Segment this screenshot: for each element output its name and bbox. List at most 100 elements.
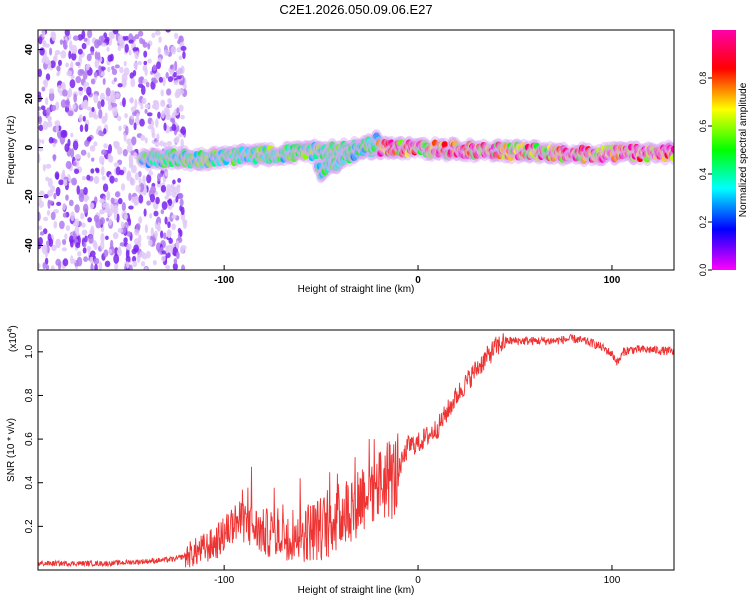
noise-mark bbox=[50, 60, 56, 69]
noise-mark bbox=[99, 209, 104, 215]
noise-mark bbox=[47, 177, 53, 188]
noise-mark bbox=[111, 209, 118, 214]
noise-mark bbox=[66, 70, 73, 77]
noise-mark bbox=[105, 36, 110, 43]
noise-mark bbox=[175, 136, 180, 143]
spectrogram-frame bbox=[37, 29, 675, 271]
noise-mark bbox=[113, 253, 120, 264]
noise-mark bbox=[159, 230, 164, 239]
noise-mark bbox=[78, 86, 84, 91]
noise-mark bbox=[107, 152, 112, 162]
noise-mark bbox=[62, 89, 68, 97]
noise-mark bbox=[144, 266, 148, 270]
noise-mark bbox=[59, 39, 64, 45]
noise-mark bbox=[150, 120, 155, 127]
noise-mark bbox=[118, 169, 125, 176]
noise-mark bbox=[87, 30, 93, 39]
noise-mark bbox=[114, 191, 120, 198]
noise-mark bbox=[180, 126, 186, 136]
noise-mark bbox=[177, 192, 184, 200]
noise-mark bbox=[98, 108, 103, 119]
noise-mark bbox=[103, 128, 107, 135]
noise-mark bbox=[178, 55, 183, 61]
noise-mark bbox=[50, 265, 55, 270]
x-tick-label: -100 bbox=[214, 275, 234, 286]
noise-mark bbox=[69, 79, 76, 89]
noise-mark bbox=[138, 177, 142, 185]
noise-mark bbox=[67, 110, 74, 117]
noise-mark bbox=[125, 125, 129, 136]
noise-mark bbox=[86, 174, 91, 181]
noise-mark bbox=[130, 115, 135, 120]
noise-mark bbox=[125, 255, 131, 263]
noise-mark bbox=[108, 31, 115, 38]
noise-mark bbox=[53, 192, 57, 200]
noise-mark bbox=[156, 173, 161, 182]
y-tick-label: 20 bbox=[24, 93, 35, 105]
noise-mark bbox=[147, 124, 154, 130]
noise-mark bbox=[74, 226, 80, 235]
noise-mark bbox=[164, 49, 170, 57]
snr-series-line bbox=[38, 333, 674, 568]
signal-mark bbox=[628, 143, 635, 151]
noise-mark bbox=[175, 240, 180, 249]
noise-mark bbox=[93, 214, 100, 223]
noise-mark bbox=[111, 68, 118, 76]
noise-mark bbox=[178, 80, 185, 86]
noise-mark bbox=[143, 208, 147, 217]
noise-mark bbox=[98, 155, 105, 165]
noise-mark bbox=[38, 153, 41, 163]
noise-mark bbox=[154, 230, 158, 239]
noise-mark bbox=[40, 105, 46, 111]
noise-mark bbox=[70, 132, 74, 138]
noise-mark bbox=[142, 41, 148, 48]
noise-mark bbox=[45, 163, 52, 169]
noise-mark bbox=[160, 101, 166, 108]
noise-mark bbox=[45, 107, 51, 116]
noise-mark bbox=[102, 183, 109, 192]
noise-mark bbox=[75, 242, 81, 249]
noise-mark bbox=[44, 56, 50, 65]
noise-mark bbox=[70, 211, 75, 222]
noise-mark bbox=[131, 136, 137, 146]
noise-mark bbox=[123, 60, 127, 67]
noise-mark bbox=[43, 194, 49, 199]
noise-mark bbox=[105, 95, 110, 101]
noise-mark bbox=[153, 79, 158, 84]
noise-mark bbox=[71, 177, 77, 186]
noise-mark bbox=[57, 59, 62, 67]
noise-mark bbox=[164, 195, 169, 200]
noise-mark bbox=[137, 83, 144, 88]
noise-mark bbox=[116, 213, 120, 223]
noise-mark bbox=[172, 262, 178, 270]
noise-mark bbox=[106, 217, 110, 222]
noise-mark bbox=[132, 260, 138, 268]
noise-mark bbox=[103, 143, 108, 149]
noise-mark bbox=[149, 193, 156, 203]
noise-mark bbox=[107, 66, 111, 73]
y-tick-label: -40 bbox=[24, 238, 35, 253]
noise-mark bbox=[84, 235, 88, 243]
noise-mark bbox=[94, 39, 100, 49]
noise-mark bbox=[161, 110, 165, 119]
noise-mark bbox=[166, 140, 173, 146]
noise-mark bbox=[139, 118, 145, 127]
noise-mark bbox=[42, 120, 49, 131]
noise-mark bbox=[62, 202, 66, 211]
noise-mark bbox=[98, 130, 103, 137]
noise-mark bbox=[140, 134, 146, 141]
x-tick-label: 100 bbox=[604, 275, 621, 286]
noise-mark bbox=[39, 231, 45, 236]
noise-mark bbox=[133, 61, 138, 70]
noise-mark bbox=[60, 82, 65, 90]
noise-mark bbox=[165, 30, 171, 33]
noise-mark bbox=[128, 192, 132, 201]
noise-mark bbox=[100, 71, 106, 77]
signal-mark bbox=[669, 153, 674, 162]
noise-mark bbox=[62, 258, 69, 267]
colorbar-tick-label: 0.0 bbox=[698, 264, 708, 277]
noise-mark bbox=[76, 185, 80, 195]
noise-mark bbox=[90, 51, 95, 56]
noise-mark bbox=[91, 157, 95, 162]
noise-mark bbox=[80, 149, 87, 156]
